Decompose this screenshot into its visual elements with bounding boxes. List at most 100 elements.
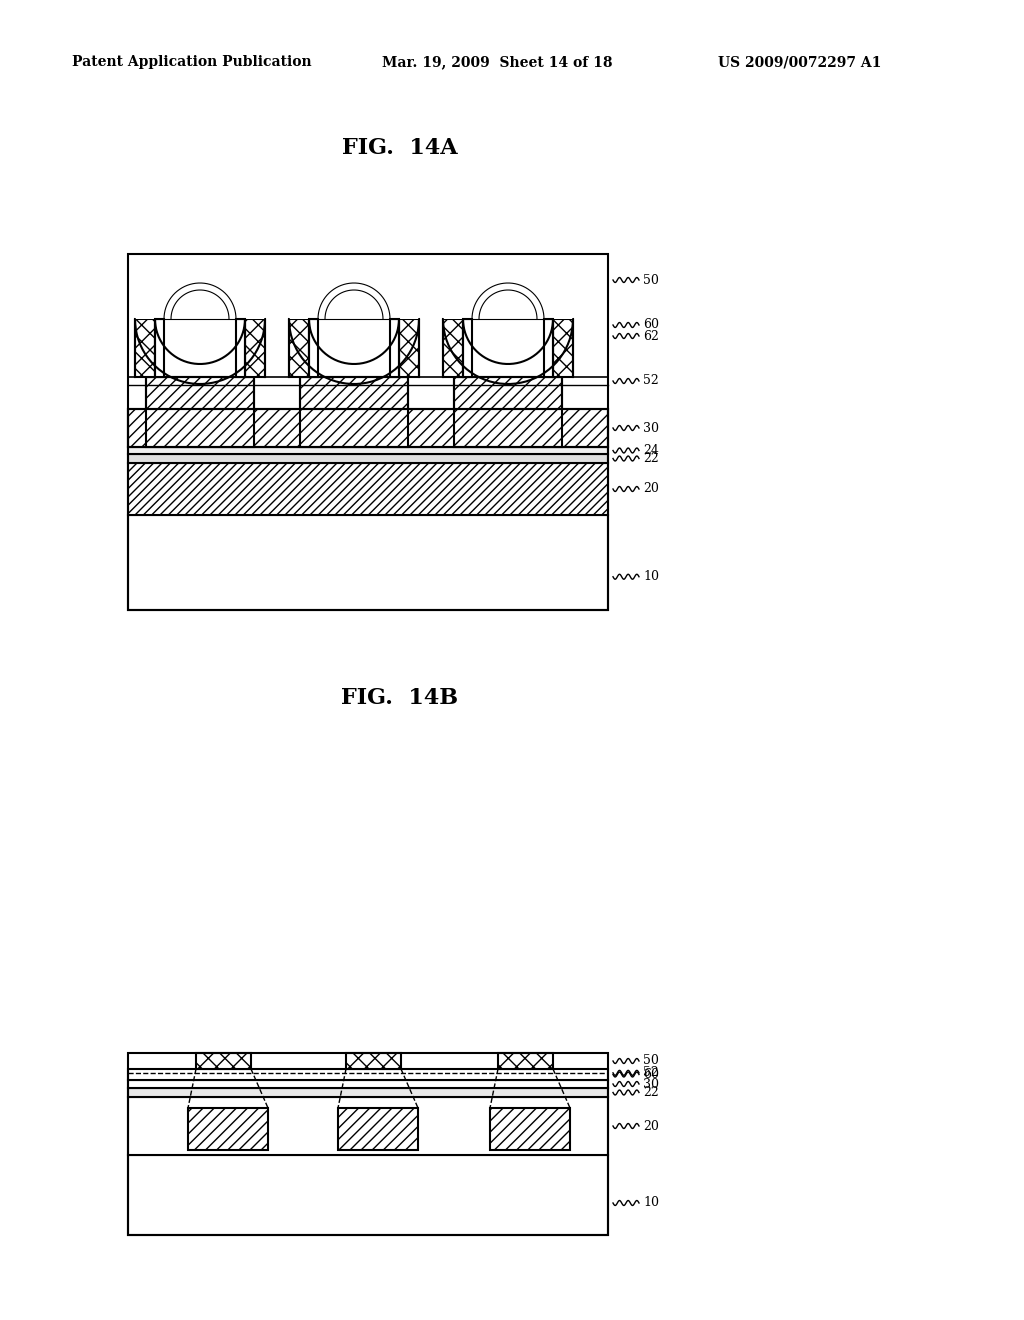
Bar: [523, 256, 526, 319]
Bar: [128, 253, 608, 610]
Text: 52: 52: [643, 375, 658, 388]
Bar: [259, 292, 260, 319]
Bar: [135, 319, 155, 378]
Bar: [544, 319, 553, 378]
Bar: [500, 255, 503, 319]
Bar: [292, 296, 294, 319]
Bar: [128, 1053, 608, 1236]
Bar: [241, 268, 243, 319]
Bar: [144, 282, 145, 319]
Bar: [394, 268, 397, 319]
Bar: [454, 280, 456, 319]
Bar: [202, 253, 205, 319]
Bar: [128, 1069, 608, 1080]
Bar: [490, 1107, 570, 1150]
Bar: [302, 277, 304, 319]
Bar: [517, 255, 520, 319]
Bar: [128, 515, 608, 610]
Bar: [449, 289, 451, 319]
Bar: [184, 255, 188, 319]
Bar: [163, 264, 166, 319]
Bar: [562, 282, 564, 319]
Bar: [219, 257, 222, 319]
Bar: [128, 1088, 608, 1097]
Bar: [346, 1053, 401, 1069]
Bar: [486, 257, 489, 319]
Bar: [376, 257, 379, 319]
Bar: [414, 292, 415, 319]
Bar: [306, 272, 308, 319]
Bar: [458, 275, 460, 319]
Text: FIG.  14A: FIG. 14A: [342, 137, 458, 158]
Text: 22: 22: [643, 451, 658, 465]
Bar: [382, 260, 385, 319]
Bar: [209, 255, 212, 319]
Bar: [169, 260, 172, 319]
Text: US 2009/0072297 A1: US 2009/0072297 A1: [718, 55, 882, 69]
Text: 10: 10: [643, 1196, 659, 1209]
Bar: [308, 271, 311, 319]
Bar: [397, 271, 399, 319]
Text: 20: 20: [643, 483, 658, 495]
Bar: [352, 253, 355, 319]
Bar: [399, 319, 419, 378]
Bar: [404, 277, 407, 319]
Bar: [300, 378, 408, 409]
Bar: [489, 256, 493, 319]
Bar: [471, 264, 473, 319]
Bar: [128, 454, 608, 463]
Bar: [476, 260, 479, 319]
Bar: [146, 378, 254, 409]
Bar: [166, 263, 169, 319]
Text: 30: 30: [643, 1077, 659, 1090]
Bar: [196, 1053, 251, 1069]
Bar: [128, 1155, 608, 1236]
Bar: [335, 256, 339, 319]
Bar: [300, 378, 408, 447]
Bar: [145, 280, 147, 319]
Bar: [379, 259, 382, 319]
Bar: [409, 282, 410, 319]
Bar: [128, 1080, 608, 1088]
Bar: [543, 264, 546, 319]
Bar: [205, 255, 209, 319]
Text: 60: 60: [643, 1068, 659, 1081]
Text: Mar. 19, 2009  Sheet 14 of 18: Mar. 19, 2009 Sheet 14 of 18: [382, 55, 612, 69]
Bar: [314, 265, 316, 319]
Bar: [355, 253, 359, 319]
Bar: [142, 286, 144, 319]
Bar: [460, 272, 463, 319]
Bar: [534, 259, 537, 319]
Bar: [222, 257, 225, 319]
Bar: [454, 378, 562, 409]
Bar: [537, 260, 540, 319]
Bar: [128, 463, 608, 515]
Bar: [295, 289, 296, 319]
Bar: [496, 255, 500, 319]
Bar: [139, 292, 141, 319]
Bar: [506, 253, 510, 319]
Bar: [256, 286, 258, 319]
Bar: [332, 257, 335, 319]
Bar: [252, 280, 254, 319]
Bar: [300, 280, 302, 319]
Bar: [473, 263, 476, 319]
Bar: [296, 286, 298, 319]
Bar: [147, 277, 150, 319]
Bar: [456, 277, 458, 319]
Text: Patent Application Publication: Patent Application Publication: [72, 55, 311, 69]
Bar: [128, 409, 608, 447]
Bar: [412, 289, 414, 319]
Bar: [338, 1107, 418, 1150]
Bar: [443, 319, 463, 378]
Bar: [510, 253, 513, 319]
Bar: [309, 319, 318, 378]
Bar: [546, 265, 548, 319]
Bar: [359, 255, 362, 319]
Bar: [399, 272, 401, 319]
Bar: [329, 257, 332, 319]
Bar: [128, 447, 608, 454]
Text: 10: 10: [643, 570, 659, 583]
Bar: [250, 277, 252, 319]
Bar: [345, 255, 349, 319]
